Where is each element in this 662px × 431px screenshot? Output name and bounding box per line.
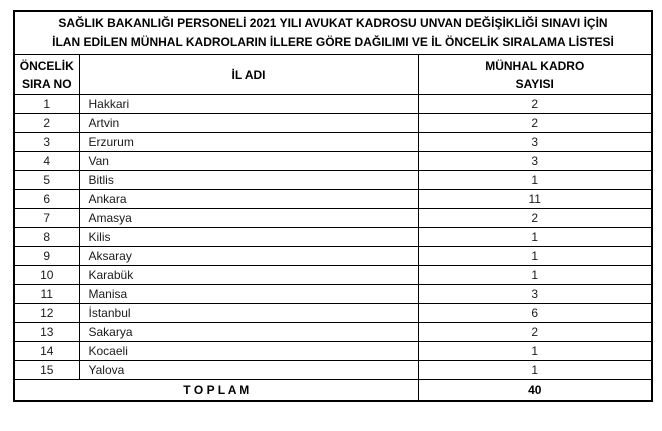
province-cell: Erzurum — [78, 132, 419, 152]
table-body: 1 Hakkari 2 2 Artvin 2 3 Erzurum 3 4 Van… — [13, 94, 653, 380]
province-cell: İstanbul — [78, 303, 419, 323]
document-title-line1: SAĞLIK BAKANLIĞI PERSONELİ 2021 YILI AVU… — [58, 16, 608, 30]
rank-cell: 14 — [13, 341, 80, 361]
rank-cell: 8 — [13, 227, 80, 247]
total-value-cell: 40 — [417, 379, 653, 401]
table-row: 1 Hakkari 2 — [13, 94, 653, 114]
document-title: SAĞLIK BAKANLIĞI PERSONELİ 2021 YILI AVU… — [13, 10, 653, 55]
rank-cell: 1 — [13, 94, 80, 114]
table-row: 11 Manisa 3 — [13, 284, 653, 304]
count-cell: 2 — [417, 208, 653, 228]
column-header-count: MÜNHAL KADRO SAYISI — [417, 54, 653, 95]
column-header-rank-line1: ÖNCELİK — [19, 58, 74, 73]
rank-cell: 4 — [13, 151, 80, 171]
column-header-province: İL ADI — [78, 54, 419, 95]
province-cell: Yalova — [78, 360, 419, 380]
rank-cell: 5 — [13, 170, 80, 190]
column-header-rank-line2: SIRA NO — [21, 76, 72, 91]
count-cell: 3 — [417, 151, 653, 171]
province-cell: Sakarya — [78, 322, 419, 342]
province-cell: Manisa — [78, 284, 419, 304]
count-cell: 3 — [417, 284, 653, 304]
province-cell: Amasya — [78, 208, 419, 228]
count-cell: 2 — [417, 113, 653, 133]
province-cell: Hakkari — [78, 94, 419, 114]
rank-cell: 13 — [13, 322, 80, 342]
table-row: 12 İstanbul 6 — [13, 303, 653, 323]
table-row: 5 Bitlis 1 — [13, 170, 653, 190]
title-row: SAĞLIK BAKANLIĞI PERSONELİ 2021 YILI AVU… — [13, 10, 653, 55]
table-row: 3 Erzurum 3 — [13, 132, 653, 152]
province-cell: Van — [78, 151, 419, 171]
count-cell: 6 — [417, 303, 653, 323]
province-cell: Aksaray — [78, 246, 419, 266]
total-label-cell: T O P L A M — [13, 379, 419, 401]
count-cell: 11 — [417, 189, 653, 209]
table-row: 10 Karabük 1 — [13, 265, 653, 285]
rank-cell: 9 — [13, 246, 80, 266]
province-cell: Karabük — [78, 265, 419, 285]
province-cell: Kocaeli — [78, 341, 419, 361]
count-cell: 1 — [417, 265, 653, 285]
count-cell: 1 — [417, 246, 653, 266]
table-row: 6 Ankara 11 — [13, 189, 653, 209]
table-row: 9 Aksaray 1 — [13, 246, 653, 266]
column-header-row: ÖNCELİK SIRA NO İL ADI MÜNHAL KADRO SAYI… — [13, 54, 653, 95]
rank-cell: 15 — [13, 360, 80, 380]
rank-cell: 10 — [13, 265, 80, 285]
table-row: 4 Van 3 — [13, 151, 653, 171]
count-cell: 2 — [417, 94, 653, 114]
province-cell: Kilis — [78, 227, 419, 247]
table-row: 8 Kilis 1 — [13, 227, 653, 247]
rank-cell: 7 — [13, 208, 80, 228]
total-row: T O P L A M 40 — [13, 379, 653, 401]
count-cell: 2 — [417, 322, 653, 342]
table-row: 13 Sakarya 2 — [13, 322, 653, 342]
province-cell: Artvin — [78, 113, 419, 133]
rank-cell: 6 — [13, 189, 80, 209]
table-row: 7 Amasya 2 — [13, 208, 653, 228]
province-cell: Ankara — [78, 189, 419, 209]
document-title-line2: İLAN EDİLEN MÜNHAL KADROLARIN İLLERE GÖR… — [52, 35, 614, 49]
count-cell: 1 — [417, 360, 653, 380]
count-cell: 1 — [417, 341, 653, 361]
table-row: 15 Yalova 1 — [13, 360, 653, 380]
province-cell: Bitlis — [78, 170, 419, 190]
count-cell: 1 — [417, 227, 653, 247]
rank-cell: 3 — [13, 132, 80, 152]
vacancy-table: SAĞLIK BAKANLIĞI PERSONELİ 2021 YILI AVU… — [13, 10, 654, 402]
table-row: 14 Kocaeli 1 — [13, 341, 653, 361]
table-row: 2 Artvin 2 — [13, 113, 653, 133]
count-cell: 3 — [417, 132, 653, 152]
rank-cell: 11 — [13, 284, 80, 304]
rank-cell: 12 — [13, 303, 80, 323]
rank-cell: 2 — [13, 113, 80, 133]
column-header-rank: ÖNCELİK SIRA NO — [13, 54, 80, 95]
count-cell: 1 — [417, 170, 653, 190]
column-header-count-line2: SAYISI — [515, 76, 554, 91]
column-header-count-line1: MÜNHAL KADRO — [485, 58, 585, 73]
